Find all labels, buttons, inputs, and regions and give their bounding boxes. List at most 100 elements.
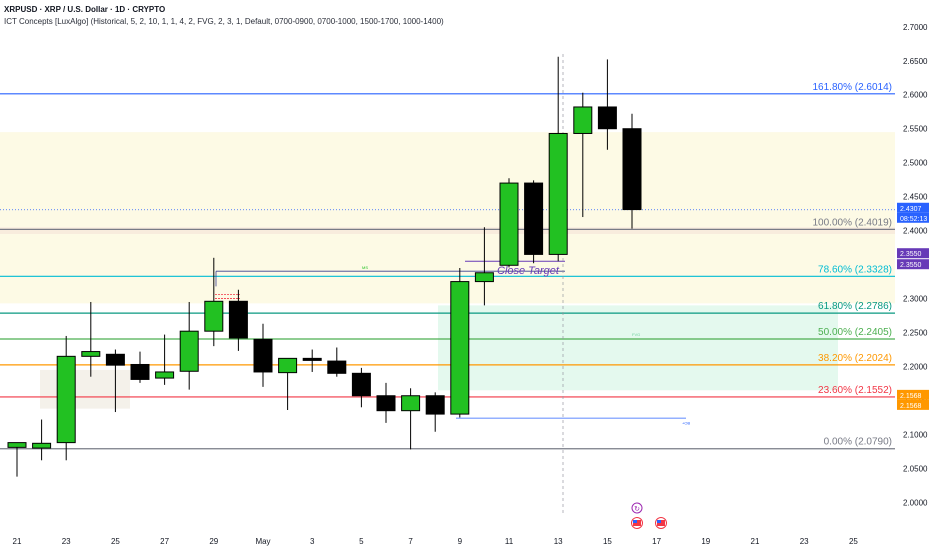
premium-zone-edge [0, 227, 895, 235]
y-tick-3: 2.5500 [903, 125, 928, 134]
structure-layer: MS Close Target +OB [215, 53, 690, 516]
premium-zone [0, 132, 895, 228]
symbol-title[interactable]: XRPUSD · XRP / U.S. Dollar · 1D · CRYPTO [4, 5, 166, 14]
candle-body-10 [253, 338, 273, 373]
candle-body-24 [597, 106, 617, 130]
us-flag-canton-1 [657, 520, 661, 523]
price-tag-0-bg [897, 248, 929, 259]
countdown-tag-bg [897, 212, 929, 223]
candle-21 [524, 180, 544, 264]
y-tick-4: 2.5000 [903, 159, 928, 168]
x-tick-15: 21 [751, 537, 760, 546]
us-flag-event-icon-1 [655, 517, 667, 529]
candle-6 [155, 334, 175, 385]
candle-body-14 [351, 372, 371, 397]
candle-4 [105, 349, 125, 413]
candle-body-9 [228, 300, 248, 339]
candle-body-17 [425, 395, 445, 415]
x-tick-17: 25 [849, 537, 858, 546]
x-tick-8: 7 [408, 537, 413, 546]
x-tick-9: 9 [458, 537, 463, 546]
fib-label-4: 50.00% (2.2405) [818, 327, 892, 338]
price-tag-2-bg [897, 389, 929, 400]
candle-body-12 [302, 357, 322, 361]
order-block-zone [40, 369, 130, 409]
mss-label: MS [362, 265, 368, 270]
candle-body-22 [548, 132, 568, 255]
current-price-tag-bg [897, 202, 929, 213]
candle-14 [351, 367, 371, 408]
y-tick-6: 2.4000 [903, 227, 928, 236]
ob-label: +OB [682, 420, 690, 425]
candle-body-11 [278, 357, 298, 374]
candle-20 [499, 178, 519, 268]
x-tick-1: 23 [62, 537, 71, 546]
candle-body-7 [179, 330, 199, 372]
candle-19 [474, 227, 494, 306]
x-tick-2: 25 [111, 537, 120, 546]
price-tag-3-bg [897, 399, 929, 410]
price-tag-3-label: 2.1568 [900, 403, 922, 410]
equilibrium-zone [0, 234, 895, 304]
x-tick-7: 5 [359, 537, 364, 546]
price-tag-1-label: 2.3550 [900, 262, 922, 269]
fib-label-3: 61.80% (2.2786) [818, 301, 892, 312]
candle-body-3 [81, 351, 101, 357]
candle-0 [7, 442, 27, 477]
y-tick-10: 2.2000 [903, 363, 928, 372]
candle-16 [401, 388, 421, 450]
price-tag-0-label: 2.3550 [900, 251, 922, 258]
us-flag-event-icon-0 [631, 517, 643, 529]
y-tick-2: 2.6000 [903, 91, 928, 100]
candle-24 [597, 59, 617, 150]
x-tick-6: 3 [310, 537, 315, 546]
candle-3 [81, 301, 101, 377]
y-tick-9: 2.2500 [903, 329, 928, 338]
us-flag-canton-0 [633, 520, 637, 523]
candles-layer [7, 56, 642, 477]
candle-body-6 [155, 371, 175, 379]
earnings-event-icon: ↻ [631, 502, 643, 514]
indicator-legend[interactable]: ICT Concepts [LuxAlgo] (Historical, 5, 2… [4, 17, 444, 26]
price-tags-layer: 2.4307 08:52:13 2.3550 2.3550 2.1568 2.1568 [897, 202, 929, 410]
candle-13 [327, 347, 347, 377]
candle-18 [450, 268, 470, 418]
candle-5 [130, 351, 150, 383]
y-tick-1: 2.6500 [903, 57, 928, 66]
fib-label-0: 161.80% (2.6014) [812, 82, 892, 93]
x-tick-12: 15 [603, 537, 612, 546]
candle-15 [376, 382, 396, 423]
x-tick-4: 29 [209, 537, 218, 546]
candle-9 [228, 289, 248, 351]
candle-body-16 [401, 395, 421, 412]
fvg-zone [438, 305, 838, 391]
price-tag-1-bg [897, 259, 929, 270]
candle-2 [56, 335, 76, 461]
candle-23 [573, 92, 593, 218]
countdown-tag-label: 08:52:13 [900, 216, 927, 223]
candle-body-5 [130, 363, 150, 380]
earnings-event-glyph: ↻ [634, 506, 640, 513]
earnings-event-circle [631, 502, 643, 514]
fib-label-2: 78.60% (2.3328) [818, 264, 892, 275]
candle-12 [302, 349, 322, 372]
candle-body-21 [524, 182, 544, 255]
y-tick-5: 2.4500 [903, 193, 928, 202]
candle-17 [425, 392, 445, 432]
price-tag-2-label: 2.1568 [900, 393, 922, 400]
candle-body-0 [7, 442, 27, 448]
current-price-tag-label: 2.4307 [900, 206, 922, 213]
candle-body-23 [573, 106, 593, 134]
fib-label-6: 23.60% (2.1552) [818, 385, 892, 396]
candle-body-8 [204, 300, 224, 332]
x-tick-16: 23 [800, 537, 809, 546]
candle-body-18 [450, 281, 470, 415]
x-tick-3: 27 [160, 537, 169, 546]
y-tick-0: 2.7000 [903, 23, 928, 32]
candle-body-19 [474, 272, 494, 283]
candle-7 [179, 301, 199, 390]
candle-22 [548, 56, 568, 262]
x-tick-0: 21 [13, 537, 22, 546]
candle-8 [204, 257, 224, 347]
